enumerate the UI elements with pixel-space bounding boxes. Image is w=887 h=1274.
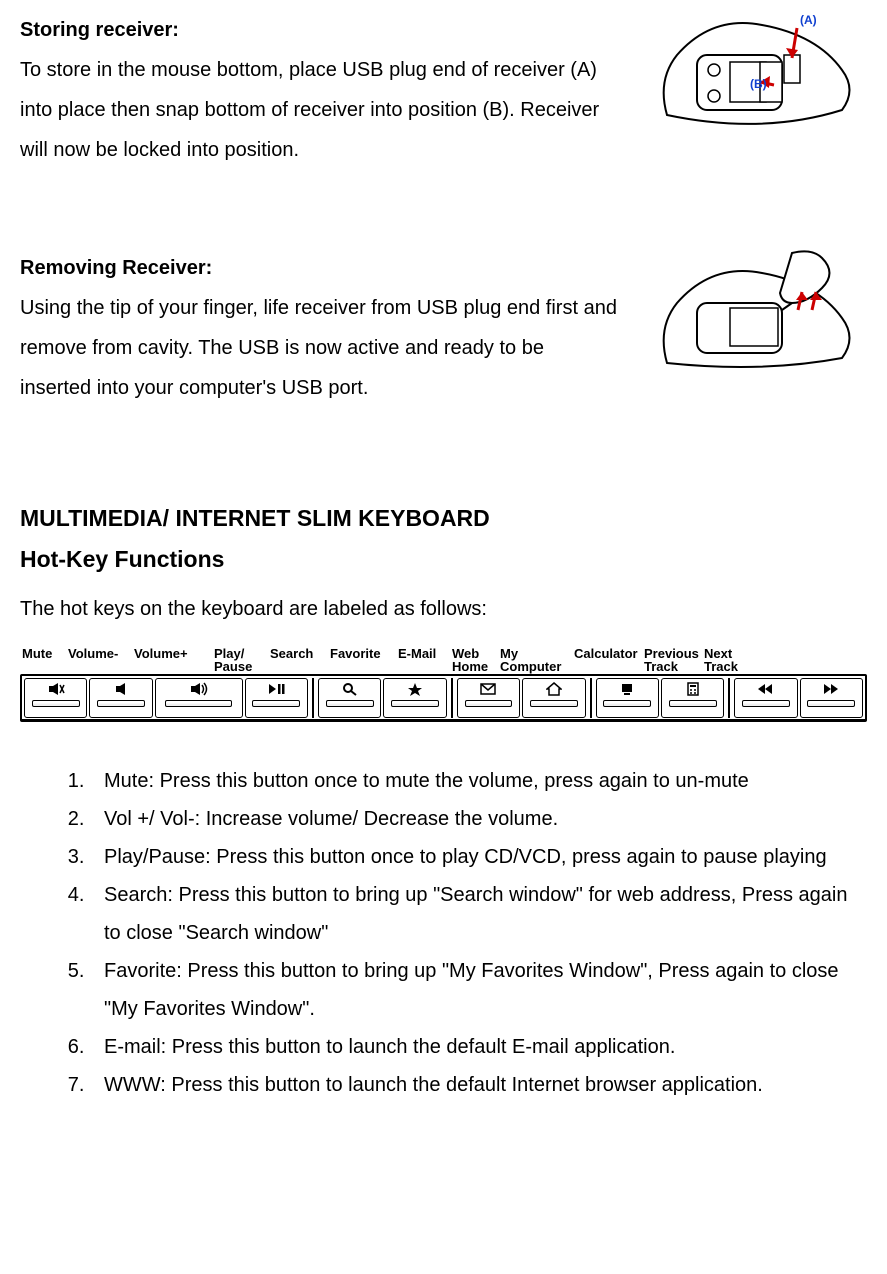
removing-diagram bbox=[637, 248, 867, 378]
key-label: Search bbox=[270, 647, 330, 674]
list-item: Mute: Press this button once to mute the… bbox=[90, 762, 867, 800]
search-icon bbox=[342, 682, 358, 696]
key-label: My Computer bbox=[500, 647, 574, 674]
key-label: Mute bbox=[22, 647, 68, 674]
list-item: Vol +/ Vol-: Increase volume/ Decrease t… bbox=[90, 800, 867, 838]
key-calculator bbox=[661, 678, 724, 718]
sub-section-title: Hot-Key Functions bbox=[20, 539, 867, 580]
main-section-title: MULTIMEDIA/ INTERNET SLIM KEYBOARD bbox=[20, 498, 867, 539]
volume-down-icon bbox=[114, 682, 128, 696]
storing-text: Storing receiver: To store in the mouse … bbox=[20, 10, 619, 170]
key-prev bbox=[734, 678, 797, 718]
removing-section: Removing Receiver: Using the tip of your… bbox=[20, 248, 867, 408]
key-label: Calculator bbox=[574, 647, 644, 674]
key-label: Volume+ bbox=[134, 647, 214, 674]
computer-icon bbox=[619, 682, 635, 696]
storing-diagram: (A) (B) bbox=[637, 10, 867, 140]
email-icon bbox=[480, 682, 496, 696]
calculator-icon bbox=[686, 682, 700, 696]
key-mycomputer bbox=[596, 678, 659, 718]
list-item: Play/Pause: Press this button once to pl… bbox=[90, 838, 867, 876]
key-label: Web Home bbox=[452, 647, 500, 674]
key-next bbox=[800, 678, 863, 718]
star-icon bbox=[407, 682, 423, 696]
list-item: E-mail: Press this button to launch the … bbox=[90, 1028, 867, 1066]
list-item: Favorite: Press this button to bring up … bbox=[90, 952, 867, 1028]
next-track-icon bbox=[822, 682, 840, 696]
key-label: Previous Track bbox=[644, 647, 704, 674]
storing-section: Storing receiver: To store in the mouse … bbox=[20, 10, 867, 170]
key-label: Next Track bbox=[704, 647, 748, 674]
diagram-label-a: (A) bbox=[800, 13, 817, 27]
volume-up-icon bbox=[189, 682, 209, 696]
storing-title: Storing receiver: bbox=[20, 10, 619, 50]
key-voldown bbox=[89, 678, 152, 718]
key-volup bbox=[155, 678, 243, 718]
diagram-label-b: (B) bbox=[750, 77, 767, 91]
hotkey-intro: The hot keys on the keyboard are labeled… bbox=[20, 589, 867, 629]
key-label: E-Mail bbox=[398, 647, 452, 674]
key-label: Volume- bbox=[68, 647, 134, 674]
home-icon bbox=[546, 682, 562, 696]
key-favorite bbox=[383, 678, 446, 718]
mute-icon bbox=[47, 682, 65, 696]
hotkey-strip bbox=[20, 674, 867, 722]
hotkey-label-row: Mute Volume- Volume+ Play/ Pause Search … bbox=[20, 647, 867, 674]
hotkey-descriptions: Mute: Press this button once to mute the… bbox=[20, 762, 867, 1104]
play-pause-icon bbox=[267, 682, 285, 696]
key-label: Favorite bbox=[330, 647, 398, 674]
list-item: WWW: Press this button to launch the def… bbox=[90, 1066, 867, 1104]
storing-body: To store in the mouse bottom, place USB … bbox=[20, 50, 619, 170]
key-mute bbox=[24, 678, 87, 718]
removing-title: Removing Receiver: bbox=[20, 248, 619, 288]
list-item: Search: Press this button to bring up "S… bbox=[90, 876, 867, 952]
key-playpause bbox=[245, 678, 308, 718]
key-label: Play/ Pause bbox=[214, 647, 270, 674]
key-webhome bbox=[522, 678, 585, 718]
removing-body: Using the tip of your finger, life recei… bbox=[20, 288, 619, 408]
key-email bbox=[457, 678, 520, 718]
prev-track-icon bbox=[757, 682, 775, 696]
removing-text: Removing Receiver: Using the tip of your… bbox=[20, 248, 619, 408]
key-search bbox=[318, 678, 381, 718]
